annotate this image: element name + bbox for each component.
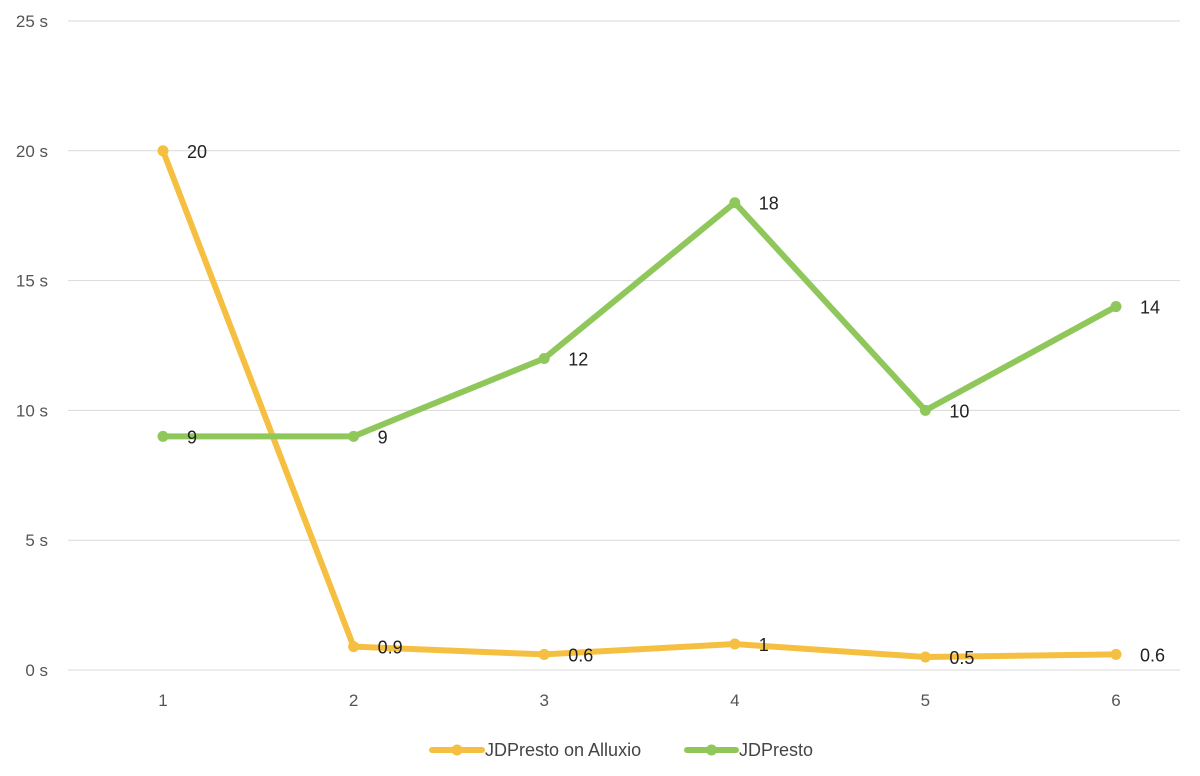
legend-swatch-marker [706, 744, 717, 756]
data-label: 1 [759, 635, 769, 655]
data-label: 0.9 [378, 638, 403, 658]
data-label: 0.5 [949, 648, 974, 668]
data-labels: 20 0.9 0.6 1 0.5 0.6 9 9 12 18 10 14 [187, 142, 1165, 668]
data-label: 0.6 [568, 645, 593, 665]
series-line-1 [160, 199, 1119, 440]
data-label: 18 [759, 194, 779, 214]
data-point [729, 197, 741, 209]
x-tick-label: 5 [921, 691, 930, 710]
data-point [729, 638, 741, 650]
y-tick-label: 10 s [16, 401, 48, 420]
y-axis-ticks: 0 s 5 s 10 s 15 s 20 s 25 s [16, 12, 48, 680]
data-point [348, 641, 360, 653]
data-point [157, 430, 169, 442]
data-point [538, 648, 550, 660]
x-tick-label: 1 [158, 691, 167, 710]
data-point [538, 352, 550, 364]
x-tick-label: 6 [1111, 691, 1120, 710]
data-label: 14 [1140, 298, 1160, 318]
data-point [157, 145, 169, 157]
x-tick-label: 3 [539, 691, 548, 710]
y-tick-label: 20 s [16, 142, 48, 161]
legend-swatch-marker [451, 744, 463, 756]
data-label: 20 [187, 142, 207, 162]
legend-label: JDPresto [739, 740, 813, 760]
data-label: 10 [949, 401, 969, 421]
data-point [919, 404, 931, 416]
y-tick-label: 15 s [16, 272, 48, 291]
x-tick-label: 4 [730, 691, 739, 710]
data-label: 0.6 [1140, 645, 1165, 665]
data-point [1110, 301, 1122, 313]
data-point [919, 651, 931, 663]
y-tick-label: 0 s [25, 661, 48, 680]
legend-label: JDPresto on Alluxio [485, 740, 641, 760]
legend: JDPresto on Alluxio JDPresto [429, 740, 813, 760]
y-tick-label: 25 s [16, 12, 48, 31]
data-label: 9 [187, 427, 197, 447]
data-label: 9 [378, 427, 388, 447]
x-tick-label: 2 [349, 691, 358, 710]
data-point [1110, 648, 1122, 660]
x-axis-ticks: 1 2 3 4 5 6 [158, 691, 1120, 710]
gridlines [68, 20, 1180, 671]
data-point [348, 430, 360, 442]
data-label: 12 [568, 349, 588, 369]
series-lines [157, 145, 1122, 663]
series-line-0 [160, 147, 1119, 661]
y-tick-label: 5 s [25, 531, 48, 550]
